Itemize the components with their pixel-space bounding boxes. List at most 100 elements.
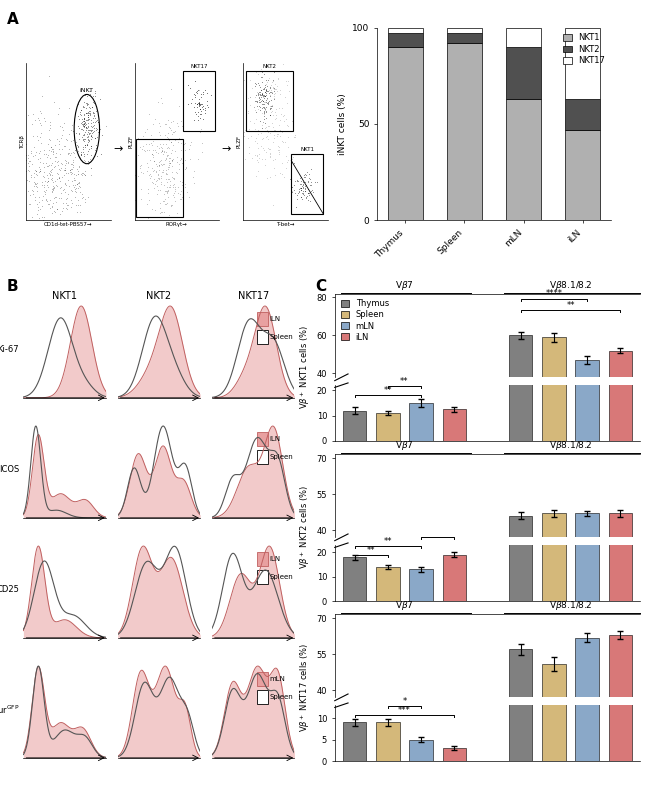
Point <box>196 146 207 158</box>
Point <box>260 86 270 98</box>
Point <box>243 91 254 104</box>
Point <box>66 165 76 178</box>
Point <box>269 88 280 101</box>
Point <box>58 197 68 209</box>
Point <box>32 198 42 210</box>
Point <box>67 163 77 176</box>
Point <box>246 82 257 94</box>
Point <box>264 125 274 138</box>
Point <box>239 126 249 139</box>
Point <box>91 115 101 127</box>
Point <box>259 100 269 113</box>
Point <box>255 114 266 127</box>
FancyBboxPatch shape <box>257 690 268 704</box>
Point <box>75 198 85 211</box>
Bar <box>343 557 367 601</box>
Point <box>72 163 82 176</box>
Point <box>34 165 45 178</box>
Point <box>193 153 203 165</box>
Point <box>47 143 58 156</box>
Point <box>176 193 187 205</box>
Point <box>194 97 204 109</box>
Title: NKT2: NKT2 <box>146 290 172 301</box>
Point <box>273 72 283 84</box>
Point <box>90 90 101 102</box>
Point <box>263 132 273 145</box>
Point <box>79 115 89 127</box>
Point <box>69 168 79 180</box>
Point <box>183 98 194 110</box>
Point <box>151 174 162 187</box>
Point <box>162 187 172 199</box>
Text: ***: *** <box>432 528 444 537</box>
Point <box>250 123 260 135</box>
Point <box>29 141 40 153</box>
Point <box>177 176 187 189</box>
Point <box>259 116 270 129</box>
Text: V$\beta$7: V$\beta$7 <box>395 599 414 612</box>
Point <box>282 156 293 168</box>
Point <box>150 146 161 159</box>
Point <box>81 97 92 109</box>
Point <box>256 87 266 100</box>
Point <box>266 86 276 98</box>
Point <box>42 179 53 191</box>
Point <box>255 139 266 152</box>
Point <box>80 132 90 145</box>
Point <box>251 106 261 119</box>
Point <box>85 106 96 119</box>
Point <box>94 117 104 130</box>
Point <box>142 165 152 178</box>
Point <box>73 109 84 122</box>
Point <box>46 152 56 164</box>
Point <box>30 177 40 190</box>
FancyBboxPatch shape <box>257 331 268 344</box>
Bar <box>410 403 433 441</box>
Point <box>79 121 89 134</box>
Point <box>276 107 286 120</box>
Point <box>254 148 265 161</box>
Point <box>263 120 274 132</box>
Point <box>47 148 58 161</box>
Text: V$\beta$7: V$\beta$7 <box>395 439 414 452</box>
Point <box>176 153 186 165</box>
Point <box>161 146 171 158</box>
Point <box>266 99 277 112</box>
Point <box>255 88 265 101</box>
Point <box>168 172 179 185</box>
Point <box>265 150 275 163</box>
Point <box>50 139 60 152</box>
Point <box>157 144 167 157</box>
Point <box>251 94 261 107</box>
Point <box>46 164 56 177</box>
Point <box>82 122 92 135</box>
Point <box>267 73 278 86</box>
Point <box>159 146 170 158</box>
Bar <box>565 99 601 130</box>
Bar <box>542 338 566 449</box>
Point <box>159 187 170 200</box>
Point <box>79 147 89 160</box>
Point <box>278 57 288 70</box>
Point <box>265 100 276 113</box>
Bar <box>575 487 599 601</box>
Point <box>73 141 83 153</box>
Point <box>261 112 271 124</box>
Point <box>283 75 294 87</box>
Point <box>28 185 38 198</box>
Point <box>140 144 151 157</box>
Point <box>289 157 299 169</box>
Point <box>88 90 98 102</box>
Point <box>38 144 49 157</box>
Point <box>262 76 272 88</box>
Point <box>83 125 93 138</box>
Point <box>70 180 80 193</box>
Point <box>168 190 179 203</box>
Point <box>27 218 37 231</box>
Point <box>189 114 200 127</box>
Point <box>48 182 58 194</box>
Point <box>81 113 92 126</box>
Point <box>275 88 285 101</box>
Point <box>195 112 205 124</box>
Point <box>28 150 38 162</box>
